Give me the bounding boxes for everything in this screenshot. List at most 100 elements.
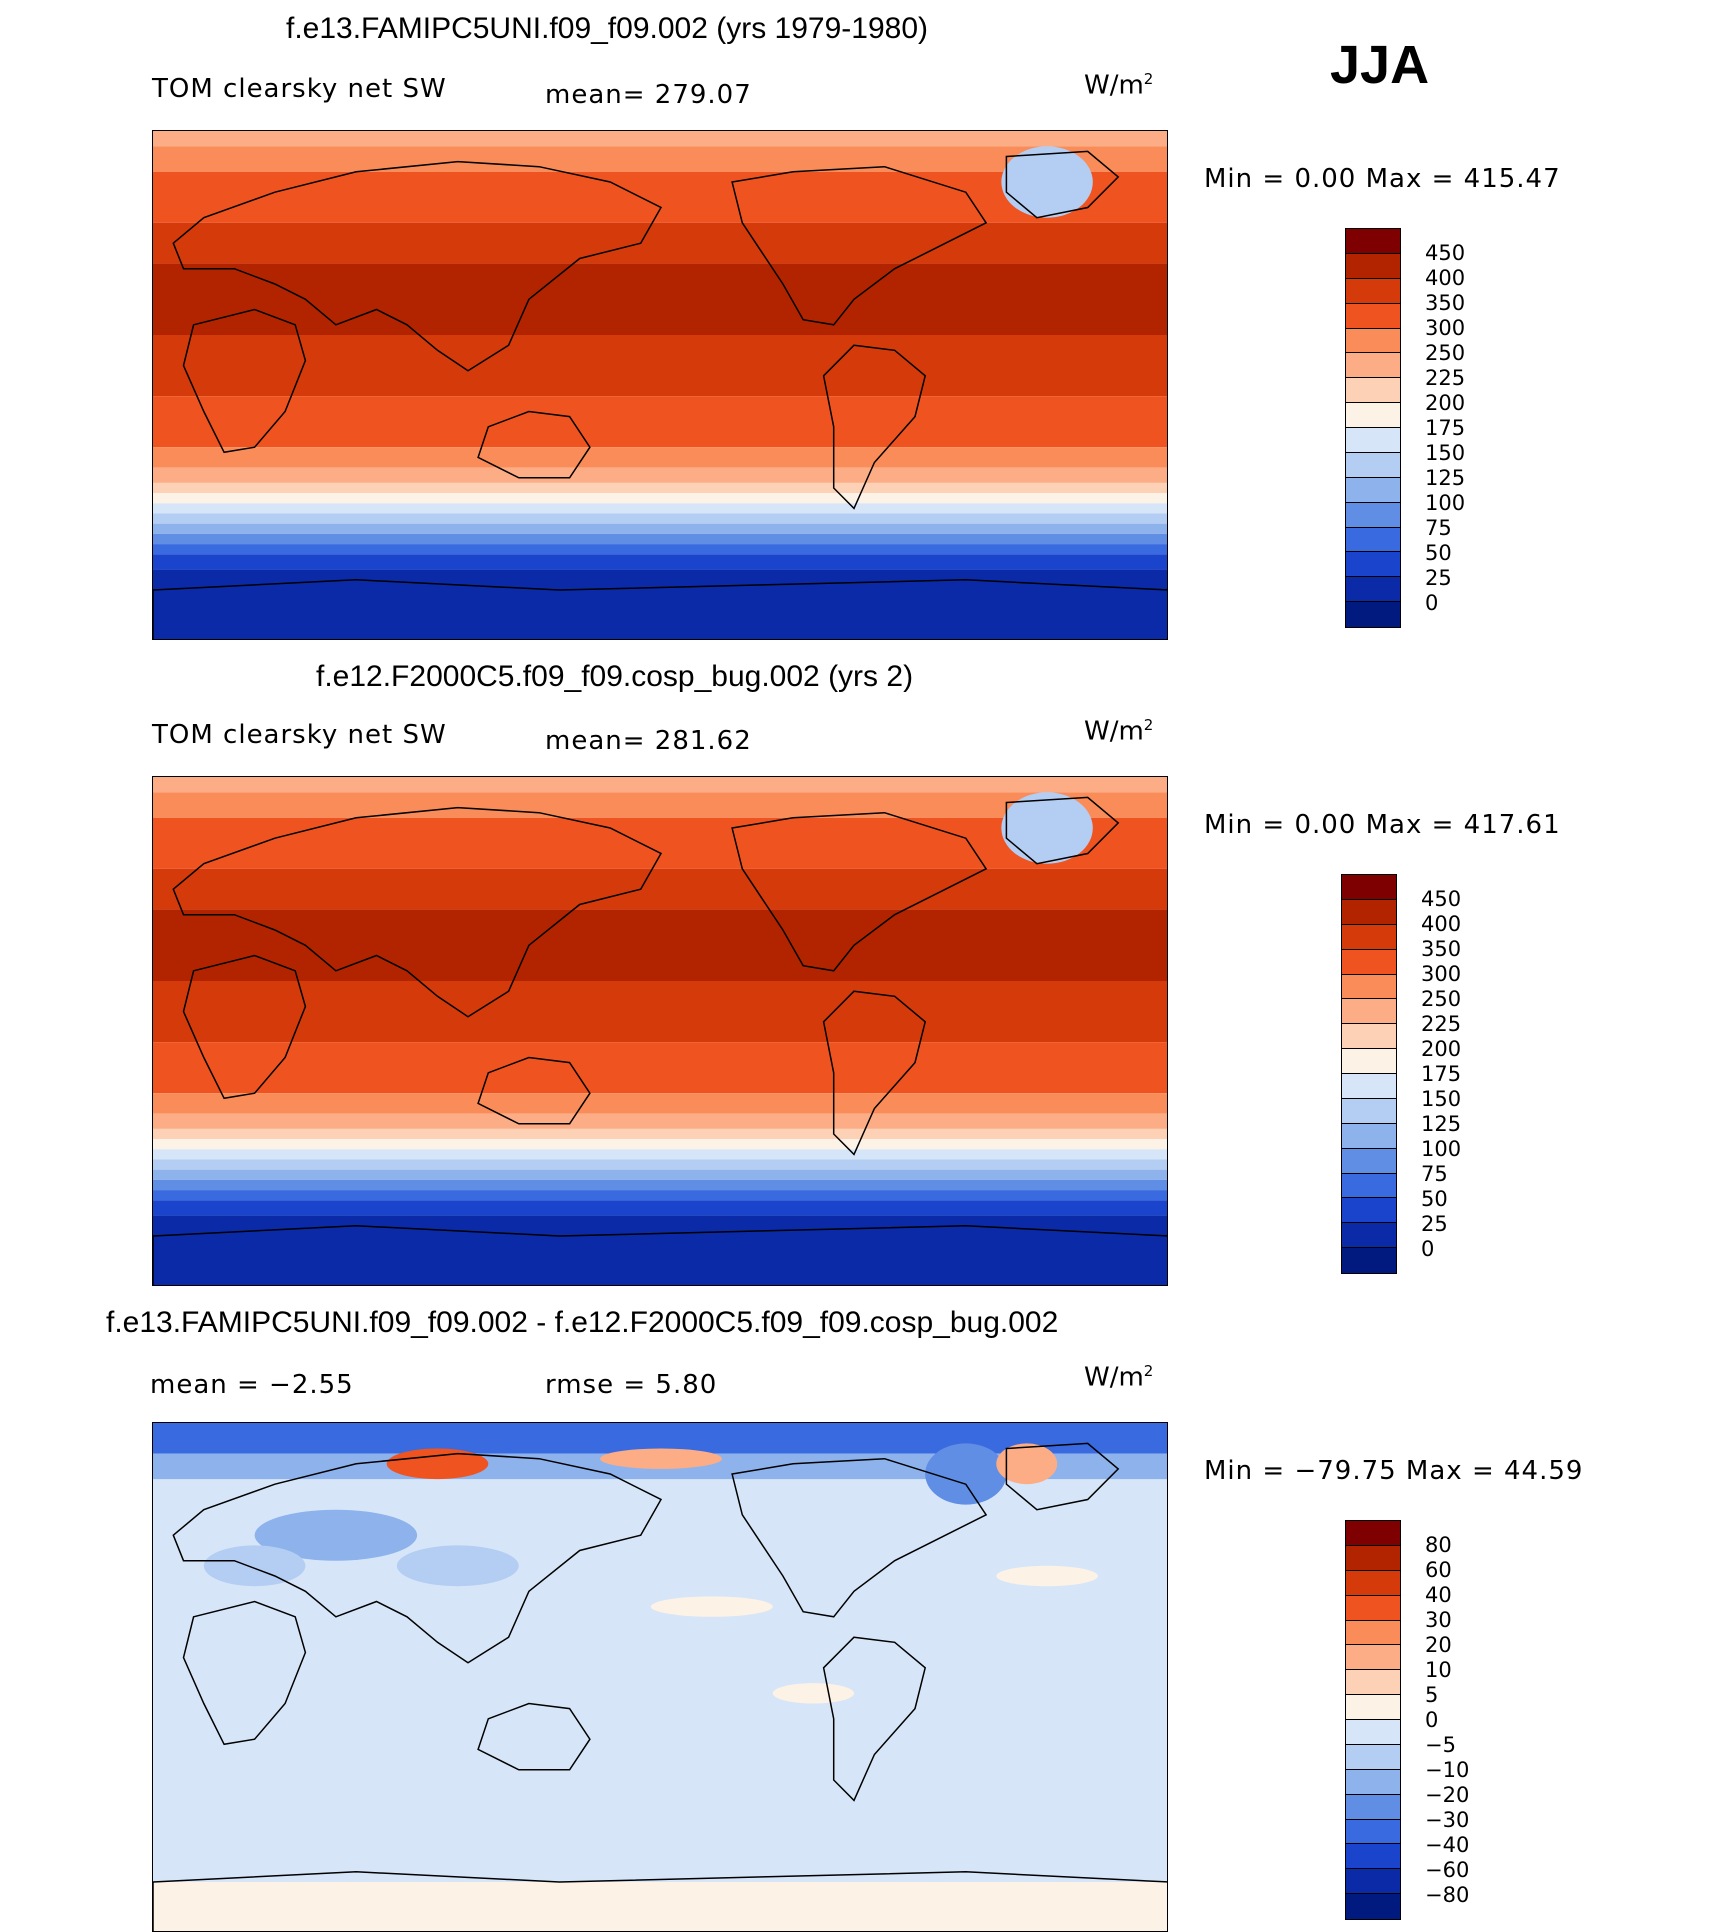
map-svg xyxy=(153,1423,1167,1931)
colorbar-segment xyxy=(1346,477,1400,503)
mean-label: mean= 279.07 xyxy=(545,80,752,110)
colorbar-tick-label: 125 xyxy=(1425,466,1466,490)
min-max-label: Min = −79.75 Max = 44.59 xyxy=(1204,1456,1584,1486)
colorbar-tick-label: 225 xyxy=(1421,1012,1462,1036)
coastline xyxy=(477,1702,591,1771)
map-band xyxy=(153,868,1167,910)
coastline xyxy=(1005,796,1120,865)
colorbar-tick-label: −60 xyxy=(1425,1858,1470,1882)
colorbar-segment xyxy=(1346,278,1400,304)
colorbar-segment xyxy=(1342,1148,1396,1174)
colorbar-segment xyxy=(1346,1670,1400,1696)
colorbar-segment xyxy=(1342,1198,1396,1224)
colorbar-segment xyxy=(1346,452,1400,478)
colorbar-tick-label: −20 xyxy=(1425,1783,1470,1807)
colorbar-segment xyxy=(1342,1223,1396,1249)
colorbar-segment xyxy=(1346,1521,1400,1546)
colorbar-tick-label: 300 xyxy=(1425,316,1466,340)
map-band xyxy=(153,513,1167,524)
colorbar-segment xyxy=(1342,1098,1396,1124)
map-band xyxy=(153,1128,1167,1140)
panel-title: f.e12.F2000C5.f09_f09.cosp_bug.002 (yrs … xyxy=(316,660,914,693)
map-band xyxy=(153,1179,1167,1191)
colorbar-segment xyxy=(1342,875,1396,900)
colorbar-tick-label: 400 xyxy=(1425,266,1466,290)
colorbar-tick-label: 225 xyxy=(1425,366,1466,390)
map-band xyxy=(153,335,1167,397)
colorbar-tick-label: 175 xyxy=(1425,416,1466,440)
map-panel-1 xyxy=(152,130,1168,640)
colorbar-segment xyxy=(1346,229,1400,254)
colorbar-tick-label: 450 xyxy=(1421,887,1462,911)
colorbar-tick-label: 40 xyxy=(1425,1583,1452,1607)
units-label: W/m2 xyxy=(1084,70,1154,101)
season-label: JJA xyxy=(1330,35,1430,95)
coastline xyxy=(1005,150,1120,219)
colorbar-segment xyxy=(1342,999,1396,1025)
map-region xyxy=(254,1509,418,1561)
colorbar-segment xyxy=(1342,1248,1396,1273)
map-band xyxy=(153,131,1167,147)
colorbar-segment xyxy=(1346,1695,1400,1720)
colorbar-tick-label: 10 xyxy=(1425,1658,1452,1682)
colorbar-segment xyxy=(1346,1869,1400,1895)
colorbar-segment xyxy=(1346,1620,1400,1646)
map-region xyxy=(996,1443,1058,1485)
colorbar-tick-label: −30 xyxy=(1425,1808,1470,1832)
colorbar-segment xyxy=(1346,303,1400,329)
colorbar-tick-label: −5 xyxy=(1425,1733,1456,1757)
colorbar-tick-label: 60 xyxy=(1425,1558,1452,1582)
colorbar-tick-label: 250 xyxy=(1425,341,1466,365)
map-panel-2 xyxy=(152,776,1168,1286)
colorbar-segment xyxy=(1346,577,1400,603)
map-band xyxy=(153,1139,1167,1150)
colorbar-segment xyxy=(1346,1819,1400,1845)
map-region xyxy=(996,1565,1098,1587)
colorbar-segment xyxy=(1342,1173,1396,1199)
coastline xyxy=(1005,1442,1120,1511)
coastline xyxy=(822,990,927,1156)
map-region xyxy=(203,1545,306,1587)
colorbar-segment xyxy=(1346,527,1400,553)
colorbar-segment xyxy=(1346,353,1400,379)
colorbar-segment xyxy=(1346,1545,1400,1571)
colorbar-tick-label: −80 xyxy=(1425,1883,1470,1907)
map-band xyxy=(153,533,1167,545)
map-band xyxy=(153,1190,1167,1201)
map-svg xyxy=(153,777,1167,1285)
coastline xyxy=(172,160,663,372)
map-band xyxy=(153,1113,1167,1129)
colorbar-tick-label: 100 xyxy=(1425,491,1466,515)
colorbar-segment xyxy=(1346,403,1400,428)
colorbar-segment xyxy=(1346,1894,1400,1919)
map-band xyxy=(153,981,1167,1043)
colorbar-tick-label: 250 xyxy=(1421,987,1462,1011)
mean-label: mean = −2.55 xyxy=(150,1370,354,1400)
coastline xyxy=(182,308,307,454)
map-region xyxy=(772,1683,855,1704)
coastline xyxy=(477,1056,591,1125)
colorbar-segment xyxy=(1346,1794,1400,1820)
units-label: W/m2 xyxy=(1084,716,1154,747)
map-band xyxy=(153,554,1167,570)
map-region xyxy=(650,1596,773,1617)
colorbar-tick-label: 5 xyxy=(1425,1683,1439,1707)
colorbar-segment xyxy=(1342,899,1396,925)
colorbar-tick-label: 25 xyxy=(1425,566,1452,590)
map-band xyxy=(153,1882,1167,1931)
coastline xyxy=(172,806,663,1018)
colorbar-segment xyxy=(1346,1595,1400,1621)
colorbar-tick-label: −10 xyxy=(1425,1758,1470,1782)
map-region xyxy=(396,1545,519,1587)
colorbar xyxy=(1345,1520,1401,1920)
colorbar-segment xyxy=(1346,1844,1400,1870)
coastline xyxy=(822,1636,927,1802)
colorbar-segment xyxy=(1342,924,1396,950)
map-band xyxy=(153,1093,1167,1114)
panel-title: f.e13.FAMIPC5UNI.f09_f09.002 (yrs 1979-1… xyxy=(286,12,929,45)
map-region xyxy=(1001,792,1093,864)
colorbar-tick-label: 50 xyxy=(1425,541,1452,565)
colorbar-tick-label: 200 xyxy=(1421,1037,1462,1061)
map-band xyxy=(153,569,1167,639)
colorbar-segment xyxy=(1342,974,1396,1000)
